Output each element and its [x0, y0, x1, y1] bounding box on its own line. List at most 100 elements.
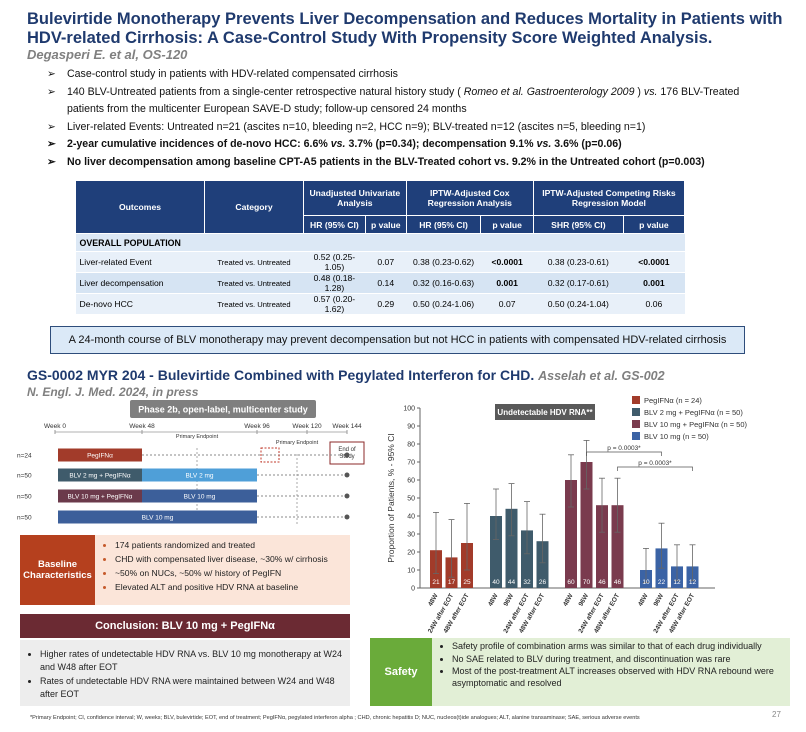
y-tick-label: 0 [411, 586, 415, 593]
list-item: No SAE related to BLV during treatment, … [452, 654, 784, 666]
arm-label: BLV 2 mg [185, 473, 213, 480]
end-marker [344, 472, 350, 478]
header-cell: Unadjusted Univariate Analysis [303, 180, 407, 216]
value-label: 17 [448, 579, 456, 586]
value-label: 46 [614, 579, 622, 586]
x-tick-label: 48W [427, 592, 440, 608]
bullet: 140 BLV-Untreated patients from a single… [45, 84, 755, 119]
p-annotation: p = 0.0003* [607, 445, 641, 452]
subheader-cell: HR (95% CI) [405, 215, 482, 234]
arm-n: n=24 [17, 453, 32, 460]
arm-label: BLV 10 mg [184, 494, 216, 501]
subheader-cell: p value [622, 215, 686, 234]
results-table: Outcomes Category Unadjusted Univariate An… [75, 180, 686, 314]
y-tick-label: 30 [407, 532, 415, 539]
header-cell: IPTW-Adjusted Competing Risks Regression… [532, 180, 686, 216]
citation: Asselah et al. GS-002 [538, 369, 665, 383]
p-bracket [617, 466, 693, 471]
table-cell: 0.001 [480, 272, 534, 294]
section-title-text: GS-0002 MYR 204 - Bulevirtide Combined w… [27, 367, 535, 383]
table-cell: 0.07 [480, 293, 534, 314]
arm-bar [142, 489, 257, 503]
list-item: CHD with compensated liver disease, ~30%… [115, 553, 344, 566]
x-tick-label: 48W [562, 592, 575, 608]
subtitle: Degasperi E. et al, OS-120 [27, 47, 188, 62]
legend-swatch [632, 408, 640, 416]
end-marker [344, 514, 350, 520]
endpoint-label: Primary Endpoint [176, 434, 219, 440]
bullet-text: Case-control study in patients with HDV-… [67, 68, 398, 80]
week-label: Week 48 [129, 423, 155, 430]
header-cell: Category [204, 180, 304, 234]
value-label: 40 [492, 579, 500, 586]
table-cell: Treated vs. Untreated [204, 293, 304, 314]
y-tick-label: 20 [407, 550, 415, 557]
list-item: ~50% on NUCs, ~50% w/ history of PegIFN [115, 567, 344, 580]
legend-swatch [632, 420, 640, 428]
table-cell: 0.32 (0.16-0.63) [406, 272, 481, 294]
week-label: Week 144 [332, 423, 362, 430]
chart: 0 10 20 30 40 50 60 70 80 90 100 Proportion of Pati… [386, 396, 747, 634]
conclusion-title: Conclusion: BLV 10 mg + PegIFNα [20, 614, 350, 638]
bullet-text: ) [637, 85, 644, 98]
table-cell: 0.48 (0.18-1.28) [303, 272, 366, 294]
table-cell: Liver-related Event [75, 251, 205, 273]
list-item: Elevated ALT and positive HDV RNA at bas… [115, 581, 344, 594]
x-tick-label: 96W [502, 592, 515, 608]
bar [596, 505, 608, 588]
bullet-text: 3.7% (p=0.34); decompensation 9.1% [348, 138, 537, 151]
table-cell: <0.0001 [623, 251, 685, 273]
value-label: 60 [567, 579, 575, 586]
table-cell: Treated vs. Untreated [204, 251, 304, 273]
arm-label: PegIFNα [87, 453, 113, 460]
legend-swatch [632, 432, 640, 440]
list-item: Higher rates of undetectable HDV RNA vs.… [40, 648, 344, 674]
value-label: 26 [539, 579, 547, 586]
baseline-box: 174 patients randomized and treatedCHD w… [95, 535, 350, 605]
banner: Phase 2b, open-label, multicenter study [138, 405, 308, 415]
safety-label: Safety [370, 638, 432, 706]
bullet-text: No liver decompensation among baseline C… [67, 155, 705, 168]
arm-bar [58, 468, 142, 482]
x-tick-label: 96W [652, 592, 665, 608]
arm-bar [58, 489, 142, 503]
bar [490, 516, 502, 588]
bullet: 2-year cumulative incidences of de-novo … [45, 136, 755, 154]
journal: N. Engl. J. Med. 2024, in press [27, 385, 199, 399]
subheader-row: HR (95% CI) p value HR (95% CI) p value SHR … [76, 215, 686, 234]
bullet-text: 3.6% (p=0.06) [554, 138, 622, 151]
bullet-text: Romeo et al. Gastroenterology 2009 [463, 85, 635, 98]
section-title: GS-0002 MYR 204 - Bulevirtide Combined w… [27, 367, 665, 383]
bullet: Liver-related Events: Untreated n=21 (as… [45, 119, 755, 137]
bullet: Case-control study in patients with HDV-… [45, 66, 755, 84]
conclusion-list: Higher rates of undetectable HDV RNA vs.… [20, 640, 350, 701]
value-label: 21 [432, 579, 440, 586]
conclusion-box: Higher rates of undetectable HDV RNA vs.… [20, 640, 350, 706]
bullet-text: Liver-related Events: Untreated n=21 (as… [67, 120, 646, 133]
table-cell: 0.06 [623, 293, 685, 314]
y-tick-label: 80 [407, 442, 415, 449]
table-cell: 0.57 (0.20-1.62) [303, 293, 366, 314]
bullet-text: vs. [536, 138, 552, 151]
table-row: Liver decompensation Treated vs. Untreate… [75, 272, 685, 294]
table-row: De-novo HCC Treated vs. Untreated 0.57 (0.… [75, 293, 685, 314]
bullet-text: 2-year cumulative incidences of de-novo … [67, 138, 331, 151]
table-cell: De-novo HCC [75, 293, 205, 314]
bullet-text: vs. [643, 85, 658, 98]
section-cell: OVERALL POPULATION [75, 233, 685, 252]
list-item: Most of the post-treatment ALT increases… [452, 666, 784, 689]
arm-bar [58, 510, 257, 524]
y-axis-label: Proportion of Patients, % - 95% CI [386, 433, 396, 562]
table-cell: Treated vs. Untreated [204, 272, 304, 294]
bar [611, 505, 624, 588]
baseline-list: 174 patients randomized and treatedCHD w… [95, 535, 350, 594]
table-cell: 0.52 (0.25-1.05) [303, 251, 366, 273]
header-cell: IPTW-Adjusted Cox Regression Analysis [405, 180, 534, 216]
table-row: Liver-related Event Treated vs. Untreated… [75, 251, 685, 273]
subheader-cell: HR (95% CI) [303, 215, 366, 234]
value-label: 22 [658, 579, 666, 586]
arm-n: n=50 [17, 473, 32, 480]
table-cell: 0.50 (0.24-1.04) [533, 293, 624, 314]
table-cell: 0.38 (0.23-0.61) [533, 251, 624, 273]
arm-bar [58, 448, 142, 462]
